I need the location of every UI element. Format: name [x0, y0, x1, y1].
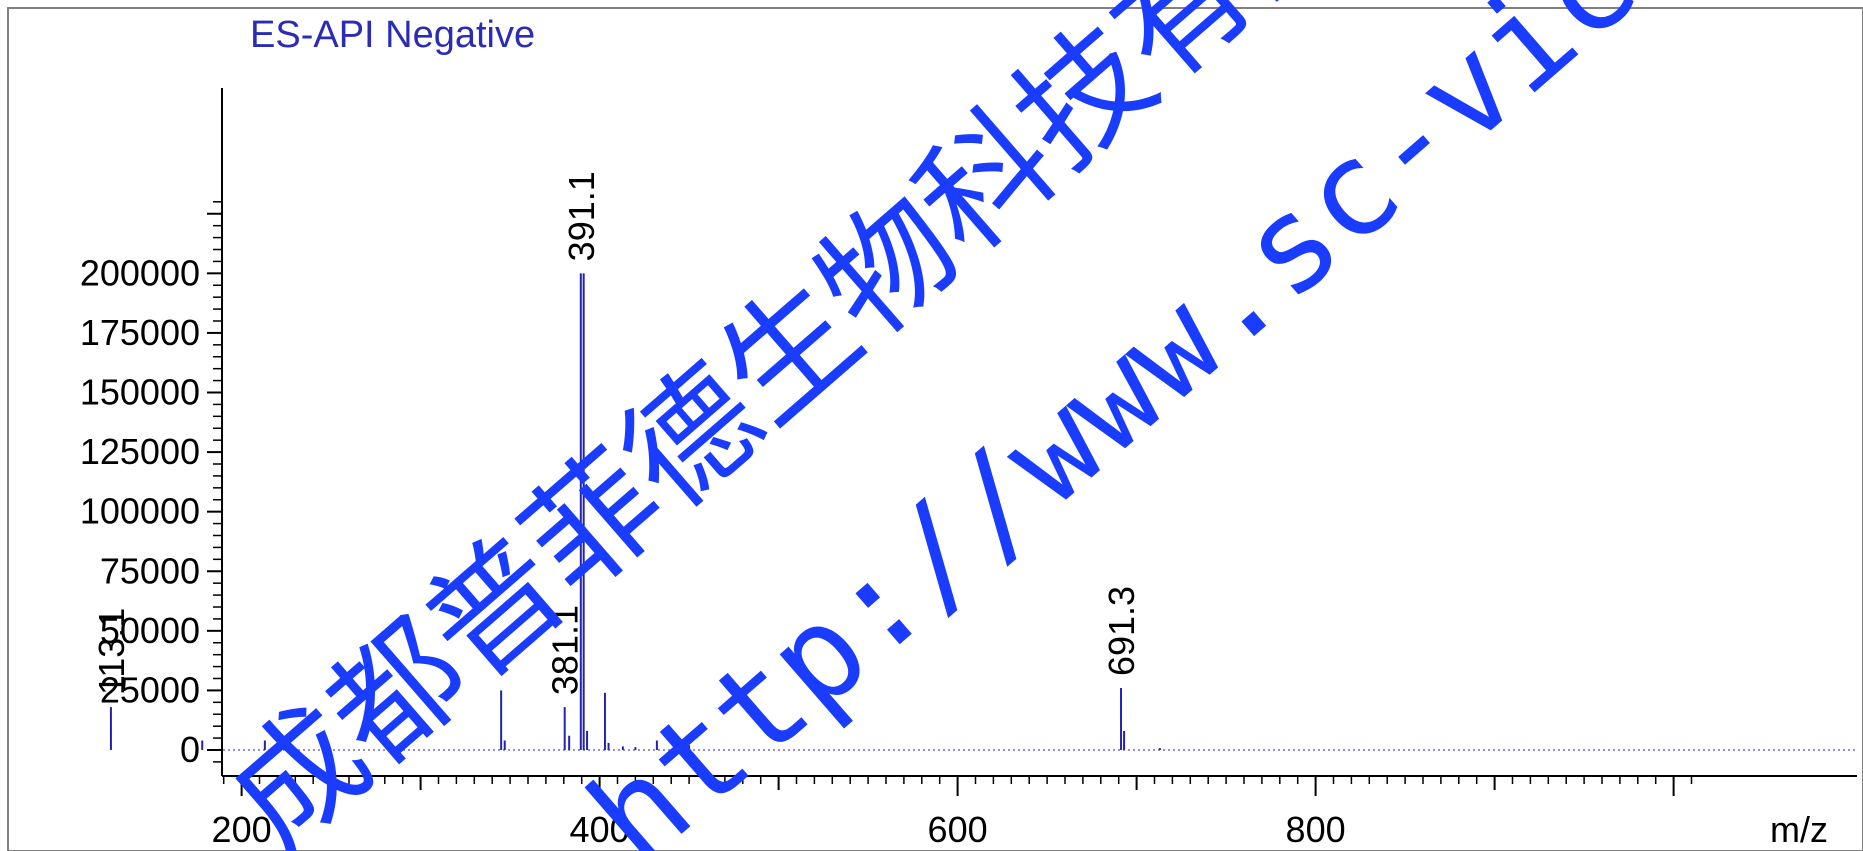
- y-tick-label: 200000: [80, 252, 200, 293]
- peak-series: [109, 273, 1161, 750]
- x-tick-label: 800: [1286, 809, 1346, 850]
- y-tick-label: 175000: [80, 312, 200, 353]
- x-tick-label: 600: [928, 809, 988, 850]
- peak-label: 391.1: [561, 171, 602, 261]
- y-tick-label: 75000: [100, 550, 200, 591]
- peak-label: 113.1: [91, 608, 132, 695]
- y-tick-label: 150000: [80, 372, 200, 413]
- y-axis-ticks: 0 25000 50000 75000 100000 125000 150000 175000…: [80, 201, 222, 770]
- y-tick-label: 125000: [80, 431, 200, 472]
- y-tick-label: 25000: [100, 669, 200, 710]
- x-tick-label: 400: [570, 809, 630, 850]
- peak-labels: 113.1 381.1 391.1 691.3: [91, 171, 1142, 695]
- y-tick-label: 100000: [80, 491, 200, 532]
- peak-label: 381.1: [545, 605, 586, 695]
- x-axis-label: m/z: [1770, 809, 1828, 850]
- peak-label: 691.3: [1101, 586, 1142, 676]
- x-axis-ticks: 200 400 600 800: [212, 776, 1693, 850]
- chart-title: ES-API Negative: [250, 14, 536, 56]
- y-tick-label: 50000: [100, 610, 200, 651]
- plot-border: [7, 7, 1863, 851]
- y-tick-label: 0: [180, 729, 200, 770]
- x-tick-label: 200: [212, 809, 272, 850]
